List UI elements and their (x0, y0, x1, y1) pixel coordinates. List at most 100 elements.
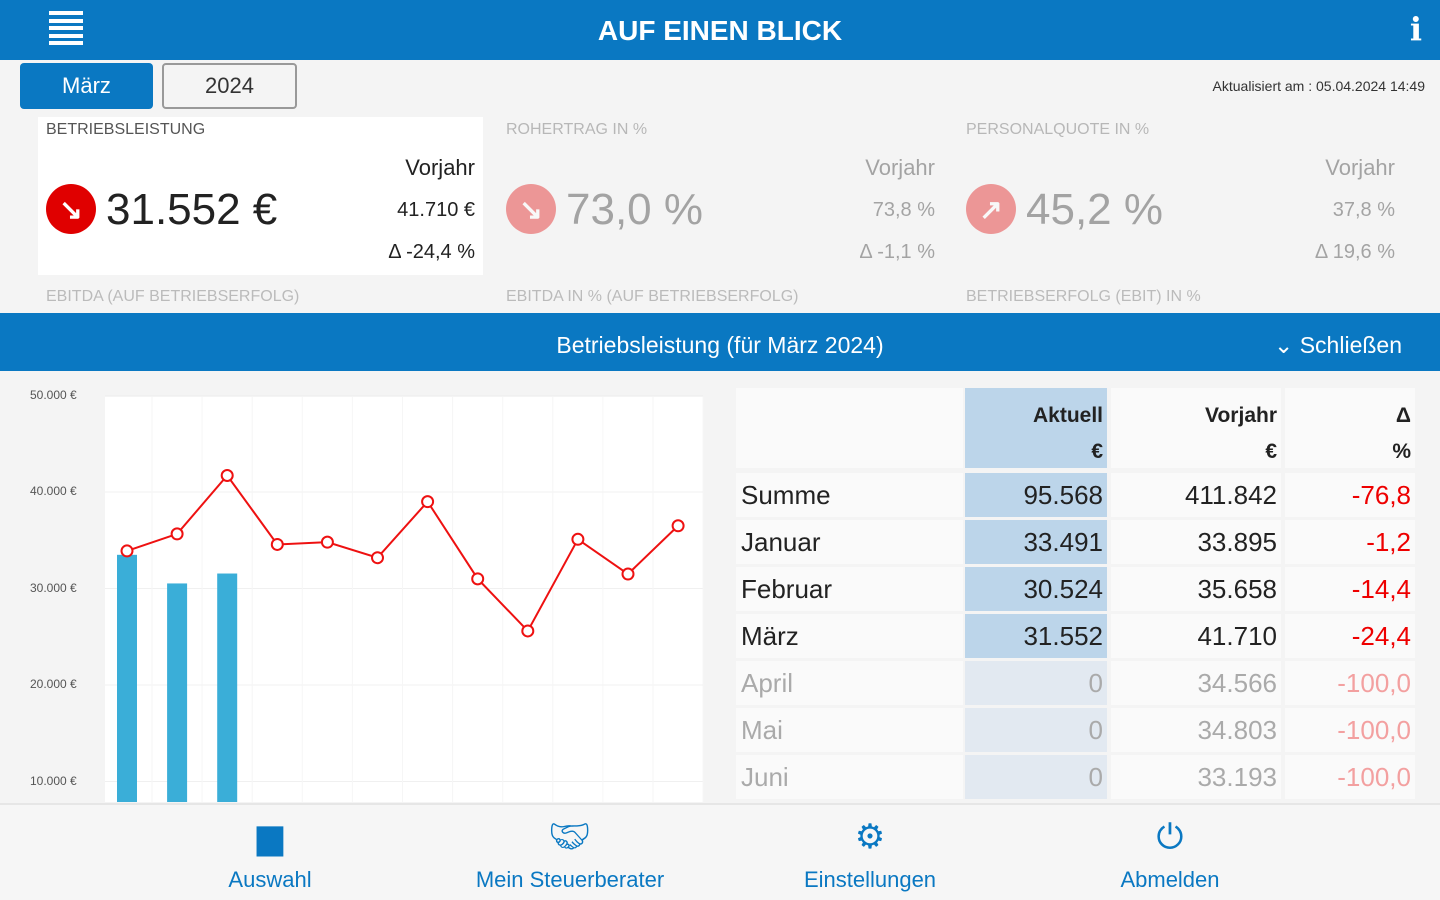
line-point-Mai[interactable] (320, 535, 334, 549)
plot-area (105, 397, 703, 802)
bottom-nav: ▆ Auswahl 🤝︎ Mein Steuerberater ⚙ Einstellung… (0, 803, 1440, 900)
row-label: April (736, 661, 963, 705)
line-point-Juli[interactable] (421, 495, 435, 509)
page-title: AUF EINEN BLICK (597, 15, 843, 46)
line-point-August[interactable] (471, 572, 485, 586)
top-bar: AUF EINEN BLICK i (0, 0, 1440, 60)
kpi-value: 73,0 % (566, 185, 703, 234)
header-aktuell: Aktuell € (965, 388, 1107, 468)
header-vorjahr: Vorjahr € (1111, 388, 1281, 468)
line-point-September[interactable] (521, 624, 535, 638)
kpi-next-label[interactable]: EBITDA IN % (AUF BETRIEBSERFOLG) (506, 288, 799, 305)
month-selector[interactable]: März (20, 63, 153, 109)
header-blank (736, 388, 963, 468)
power-icon: ⏻ (1156, 817, 1184, 856)
line-point-Dezember[interactable] (671, 519, 685, 533)
cell-vorjahr: 33.895 (1111, 520, 1281, 564)
nav-power[interactable]: ⏻ Abmelden (1020, 815, 1320, 893)
cell-vorjahr: 41.710 (1111, 614, 1281, 658)
header-unit: € (1265, 440, 1277, 463)
line-point-März[interactable] (220, 468, 234, 482)
table-row[interactable]: Juni 0 33.193 -100,0 (736, 755, 1418, 799)
cell-vorjahr: 33.193 (1111, 755, 1281, 799)
nav-handshake[interactable]: 🤝︎ Mein Steuerberater (420, 815, 720, 893)
line-point-November[interactable] (621, 567, 635, 581)
arrow-down-right-icon: ↘ (46, 184, 96, 234)
row-label: Mai (736, 708, 963, 752)
cell-aktuell: 0 (965, 661, 1107, 705)
header-unit: % (1392, 440, 1411, 463)
row-label: Juni (736, 755, 963, 799)
table-row[interactable]: April 0 34.566 -100,0 (736, 661, 1418, 705)
data-table: Aktuell € Vorjahr € Δ% Summe 95.568 411.84… (736, 388, 1418, 802)
line-series (126, 473, 679, 633)
kpi-next-label[interactable]: BETRIEBSERFOLG (EBIT) IN % (966, 288, 1201, 305)
kpi-card[interactable]: BETRIEBSLEISTUNG ↘ 31.552 € Vorjahr 41.7… (38, 117, 483, 275)
kpi-delta: Δ 19,6 % (1314, 241, 1395, 263)
cell-vorjahr: 35.658 (1111, 567, 1281, 611)
nav-label: Abmelden (1120, 867, 1220, 892)
cell-aktuell: 95.568 (965, 473, 1107, 517)
close-label: Schließen (1299, 332, 1402, 358)
kpi-prev-label: Vorjahr (1325, 155, 1395, 180)
row-label: Januar (736, 520, 963, 564)
nav-gear[interactable]: ⚙ Einstellungen (720, 815, 1020, 893)
handshake-icon: 🤝︎ (548, 818, 592, 856)
table-row[interactable]: Februar 30.524 35.658 -14,4 (736, 567, 1418, 611)
folder-icon: ▆ (256, 818, 284, 856)
nav-label: Mein Steuerberater (475, 867, 665, 892)
header-label: Aktuell (1032, 404, 1103, 427)
chevron-down-icon: ⌄ (1274, 332, 1300, 358)
line-point-Februar[interactable] (170, 527, 184, 541)
table-row[interactable]: März 31.552 41.710 -24,4 (736, 614, 1418, 658)
cell-vorjahr: 34.566 (1111, 661, 1281, 705)
cell-delta: -100,0 (1285, 755, 1415, 799)
header-unit: € (1091, 440, 1103, 463)
table-row[interactable]: Januar 33.491 33.895 -1,2 (736, 520, 1418, 564)
cell-delta: -14,4 (1285, 567, 1415, 611)
row-label: März (736, 614, 963, 658)
kpi-prev-value: 41.710 € (397, 199, 475, 221)
table-row[interactable]: Mai 0 34.803 -100,0 (736, 708, 1418, 752)
cell-delta: -100,0 (1285, 708, 1415, 752)
cell-vorjahr: 34.803 (1111, 708, 1281, 752)
bar-Februar[interactable] (167, 583, 188, 802)
info-icon[interactable]: i (1409, 10, 1422, 48)
row-label: Summe (736, 473, 963, 517)
kpi-next-label[interactable]: EBITDA (AUF BETRIEBSERFOLG) (46, 288, 300, 305)
bar-März[interactable] (217, 573, 238, 802)
y-tick-label: 10.000 € (30, 773, 77, 788)
cell-aktuell: 30.524 (965, 567, 1107, 611)
kpi-prev-label: Vorjahr (865, 155, 935, 180)
kpi-label: BETRIEBSLEISTUNG (46, 121, 206, 138)
kpi-label: PERSONALQUOTE IN % (966, 121, 1150, 138)
nav-folder[interactable]: ▆ Auswahl (120, 815, 420, 893)
section-header: Betriebsleistung (für März 2024) ⌄ Schli… (0, 313, 1440, 371)
section-title: Betriebsleistung (für März 2024) (556, 332, 884, 358)
close-button[interactable]: ⌄ Schließen (1274, 332, 1402, 359)
kpi-value: 31.552 € (106, 185, 278, 234)
year-selector[interactable]: 2024 (162, 63, 297, 109)
kpi-prev-label: Vorjahr (405, 155, 475, 180)
row-label: Februar (736, 567, 963, 611)
line-point-Januar[interactable] (120, 544, 134, 558)
cell-aktuell: 33.491 (965, 520, 1107, 564)
line-point-Juni[interactable] (371, 551, 384, 565)
cell-aktuell: 31.552 (965, 614, 1107, 658)
table-header: Aktuell € Vorjahr € Δ% (736, 388, 1418, 468)
line-point-April[interactable] (270, 537, 284, 551)
bar-Januar[interactable] (117, 554, 137, 802)
header-delta: Δ% (1285, 388, 1415, 468)
kpi-label: ROHERTRAG IN % (506, 121, 648, 138)
kpi-card[interactable]: ROHERTRAG IN % ↘ 73,0 % Vorjahr 73,8 % Δ… (498, 117, 943, 275)
gear-icon: ⚙ (854, 818, 886, 856)
table-row[interactable]: Summe 95.568 411.842 -76,8 (736, 473, 1418, 517)
nav-label: Auswahl (228, 867, 312, 892)
header-label: Vorjahr (1205, 404, 1277, 427)
y-tick-label: 30.000 € (30, 580, 77, 595)
line-point-Oktober[interactable] (571, 532, 585, 546)
y-tick-label: 20.000 € (30, 677, 77, 691)
header-label: Δ (1395, 404, 1411, 427)
hamburger-icon[interactable] (49, 11, 83, 45)
kpi-card[interactable]: PERSONALQUOTE IN % ↗ 45,2 % Vorjahr 37,8… (958, 117, 1403, 275)
